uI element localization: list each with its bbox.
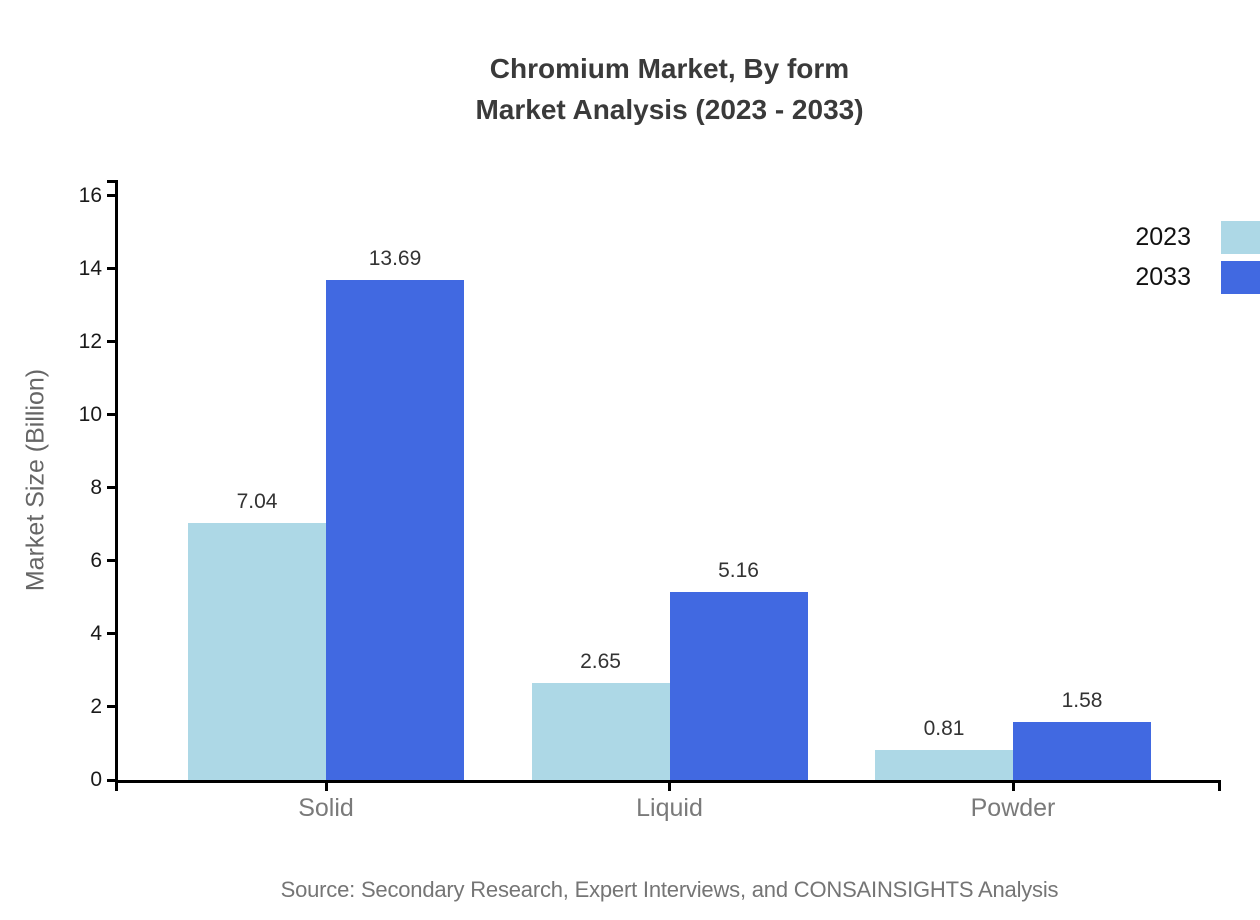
x-tick-label-liquid: Liquid	[636, 794, 703, 822]
value-label-2023-solid: 7.04	[236, 489, 278, 513]
value-label-2023-liquid: 2.65	[580, 650, 621, 674]
y-axis-title: Market Size (Billion)	[21, 368, 50, 592]
x-axis-line	[115, 780, 1221, 783]
y-tick	[107, 705, 115, 709]
chart-title-line-1: Chromium Market, By form	[489, 53, 850, 84]
x-tick	[668, 783, 671, 791]
y-tick	[107, 340, 115, 344]
bar-2033-powder	[1013, 722, 1151, 780]
legend: 2023 2033	[1135, 221, 1260, 294]
value-label-2033-liquid: 5.16	[718, 558, 759, 582]
y-tick-label: 12	[78, 329, 102, 353]
y-tick-label: 0	[90, 768, 102, 791]
x-tick-label-powder: Powder	[970, 794, 1056, 822]
x-axis-right-cap	[1218, 780, 1221, 791]
plot-area: 0 2 4 6 8 10 12 14 16 Solid 7.04 13.69 Liquid 2.65 5.1…	[79, 180, 1221, 822]
y-tick-label: 10	[78, 402, 102, 426]
chart-title-line-2: Market Analysis (2023 - 2033)	[475, 94, 864, 125]
y-tick-label: 8	[90, 475, 102, 499]
y-tick	[107, 486, 115, 490]
y-tick	[107, 267, 115, 271]
legend-label-2023: 2023	[1135, 223, 1191, 251]
y-tick-label: 2	[90, 694, 102, 718]
x-tick-label-solid: Solid	[298, 794, 354, 822]
value-label-2023-powder: 0.81	[923, 717, 965, 741]
legend-item-2033: 2033	[1135, 261, 1260, 294]
x-tick	[1011, 783, 1015, 791]
bar-2033-liquid	[669, 591, 808, 780]
y-tick	[107, 632, 115, 636]
y-tick-label: 14	[78, 256, 102, 280]
y-axis-line	[115, 180, 118, 783]
x-tick	[324, 783, 328, 791]
y-tick-label: 4	[90, 621, 102, 645]
value-label-2033-solid: 13.69	[368, 247, 422, 271]
source-note: Source: Secondary Research, Expert Inter…	[280, 877, 1059, 902]
bar-2023-powder	[875, 750, 1013, 780]
y-tick	[107, 194, 115, 198]
bar-2033-solid	[326, 280, 464, 780]
y-tick	[107, 778, 115, 782]
value-label-2033-powder: 1.58	[1061, 689, 1103, 713]
legend-label-2033: 2033	[1135, 263, 1191, 291]
legend-item-2023: 2023	[1135, 221, 1260, 254]
bar-2023-liquid	[531, 683, 670, 780]
y-axis-top-cap	[107, 180, 115, 183]
y-tick-label: 6	[90, 548, 102, 572]
legend-swatch-2023	[1221, 221, 1260, 254]
legend-swatch-2033	[1221, 261, 1260, 294]
chart-title: Chromium Market, By form Market Analysis…	[118, 48, 1221, 130]
y-tick-label: 16	[78, 183, 102, 207]
y-tick	[107, 559, 115, 563]
bar-2023-solid	[188, 522, 326, 780]
x-axis-left-cap	[115, 780, 118, 791]
y-tick	[107, 413, 115, 417]
